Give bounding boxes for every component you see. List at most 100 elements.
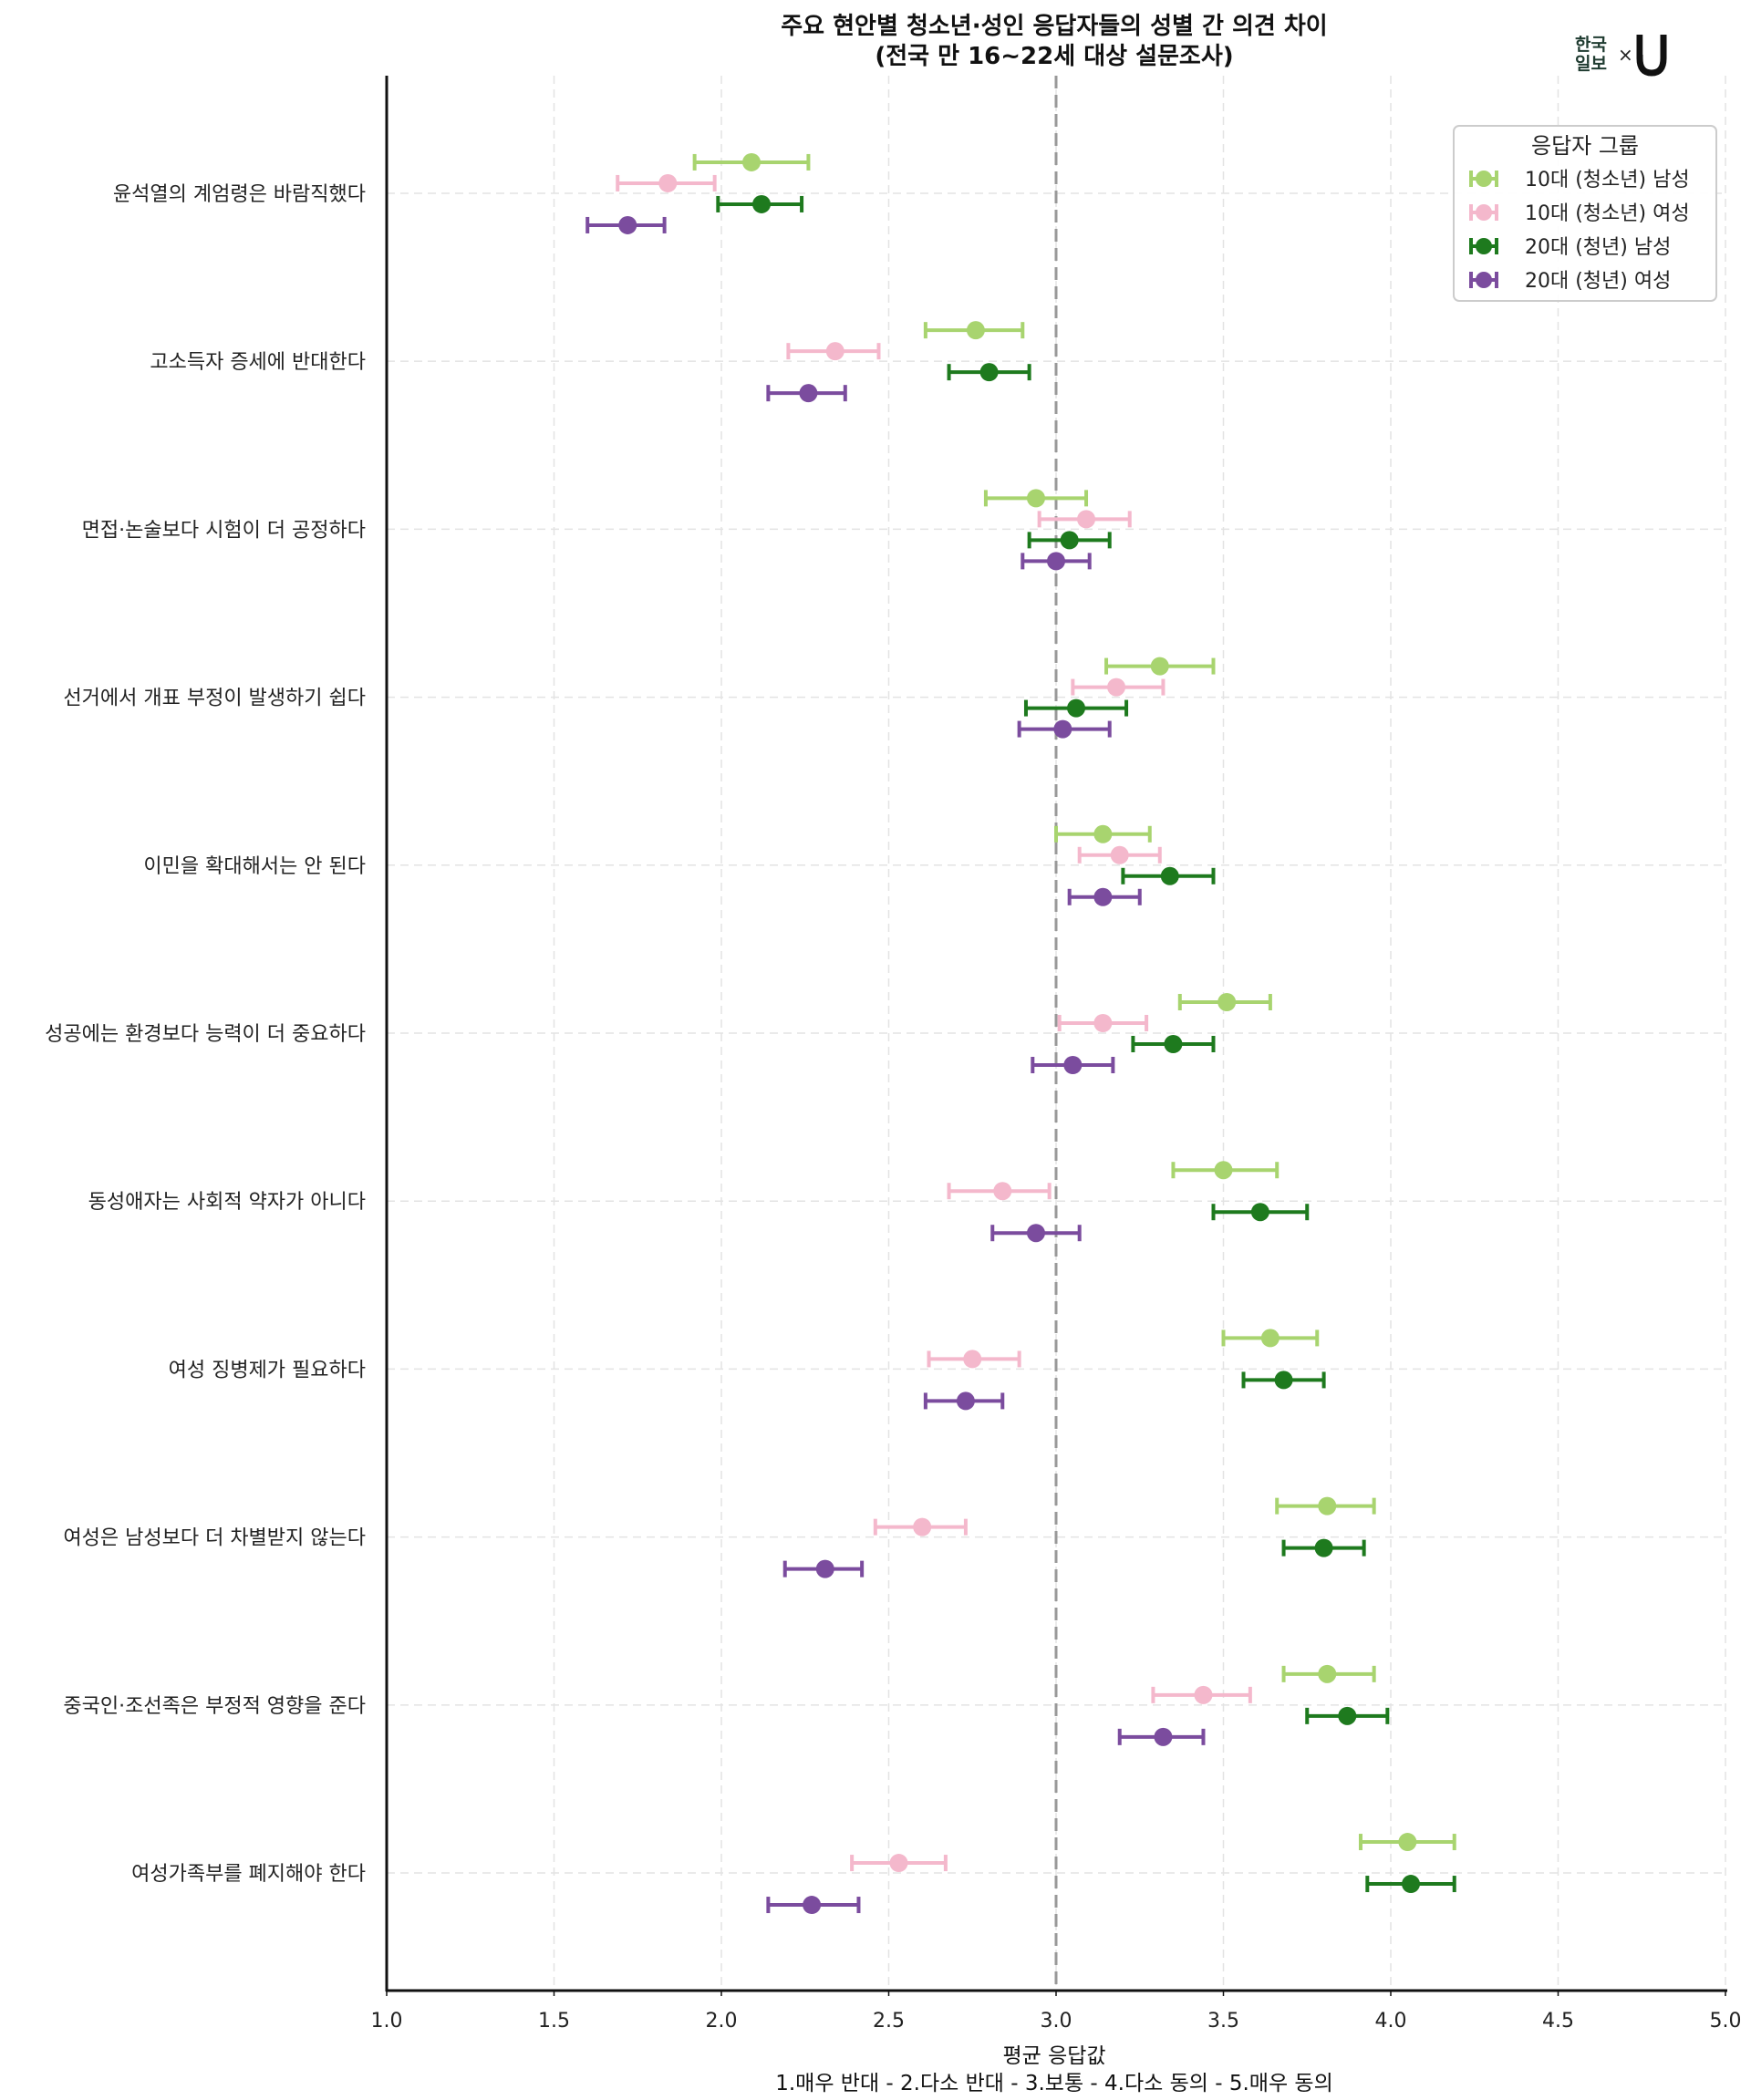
- category-label: 동성애자는 사회적 약자가 아니다: [88, 1191, 366, 1214]
- data-point: [1093, 1014, 1113, 1032]
- legend-marker-icon: [1469, 272, 1498, 288]
- category-label: 이민을 확대해서는 안 된다: [143, 855, 366, 878]
- x-axis-sublabel: 1.매우 반대 - 2.다소 반대 - 3.보통 - 4.다소 동의 - 5.매…: [775, 2072, 1333, 2095]
- data-point: [1217, 993, 1237, 1011]
- data-point: [1274, 1371, 1293, 1390]
- x-tick-label: 4.5: [1542, 2010, 1574, 2033]
- data-point: [1063, 1056, 1083, 1074]
- category-label: 여성은 남성보다 더 차별받지 않는다: [63, 1527, 366, 1550]
- category-label: 중국인·조선족은 부정적 영향을 준다: [63, 1695, 366, 1718]
- x-tick-label: 4.0: [1375, 2010, 1407, 2033]
- x-tick-label: 1.0: [371, 2010, 403, 2033]
- x-tick-label: 3.5: [1207, 2010, 1239, 2033]
- data-point: [1077, 510, 1096, 529]
- category-label: 윤석열의 계엄령은 바람직했다: [113, 183, 366, 206]
- partner-logo-icon: [1636, 33, 1667, 77]
- publisher-logo: 한국 일보 ×: [1575, 33, 1667, 77]
- legend-label: 10대 (청소년) 여성: [1525, 202, 1690, 225]
- data-point: [1110, 845, 1129, 864]
- data-point: [1260, 1329, 1280, 1348]
- legend-item: 10대 (청소년) 여성: [1469, 202, 1690, 225]
- category-label: 여성 징병제가 필요하다: [169, 1359, 366, 1381]
- data-point: [803, 1896, 822, 1915]
- x-tick-label: 5.0: [1710, 2010, 1742, 2033]
- legend-item: 20대 (청년) 여성: [1469, 270, 1671, 293]
- data-point: [1318, 1496, 1337, 1516]
- data-point: [979, 363, 999, 382]
- category-label: 여성가족부를 폐지해야 한다: [131, 1863, 366, 1886]
- data-point: [1067, 698, 1086, 718]
- legend-item: 20대 (청년) 남성: [1469, 236, 1671, 259]
- data-point: [1164, 1035, 1183, 1053]
- series-layer: [585, 152, 1456, 1915]
- series-2: [716, 194, 1456, 1894]
- data-point: [1250, 1203, 1269, 1222]
- legend-marker-icon: [1469, 238, 1498, 254]
- logo-brand-line2: 일보: [1575, 54, 1607, 74]
- data-point: [1214, 1161, 1233, 1180]
- legend-marker-icon: [1469, 171, 1498, 187]
- legend-item: 10대 (청소년) 남성: [1469, 169, 1690, 191]
- data-point: [889, 1854, 908, 1873]
- x-tick-labels: 1.0 1.5 2.0 2.5 3.0 3.5 4.0 4.5 5.0: [371, 1991, 1742, 2033]
- logo-brand-line1: 한국: [1575, 35, 1607, 55]
- data-point: [799, 384, 818, 403]
- x-axis-label: 평균 응답값: [1002, 2044, 1105, 2068]
- legend-box: [1453, 125, 1717, 302]
- data-point: [1047, 552, 1065, 571]
- x-tick-label: 3.0: [1041, 2010, 1072, 2033]
- x-tick-label: 2.5: [873, 2010, 905, 2033]
- data-point: [752, 194, 772, 213]
- data-point: [1194, 1685, 1213, 1704]
- x-tick-label: 2.0: [706, 2010, 738, 2033]
- category-label: 면접·논술보다 시험이 더 공정하다: [82, 519, 366, 542]
- legend-label: 20대 (청년) 남성: [1525, 236, 1671, 259]
- data-point: [993, 1182, 1012, 1201]
- chart-subtitle: (전국 만 16~22세 대상 설문조사): [875, 43, 1233, 70]
- data-point: [966, 321, 985, 340]
- data-point: [825, 342, 844, 361]
- legend-title: 응답자 그룹: [1531, 133, 1639, 159]
- data-point: [1107, 678, 1126, 697]
- legend-marker-dot: [1476, 272, 1492, 288]
- data-point: [1318, 1664, 1337, 1683]
- data-point: [1093, 824, 1113, 843]
- logo-separator: ×: [1618, 44, 1633, 66]
- data-point: [618, 215, 637, 234]
- data-point: [1338, 1706, 1357, 1725]
- series-0: [692, 152, 1456, 1852]
- category-label: 선거에서 개표 부정이 발생하기 쉽다: [63, 688, 366, 710]
- data-point: [742, 152, 762, 171]
- legend-label: 20대 (청년) 여성: [1525, 270, 1671, 293]
- series-3: [585, 215, 1206, 1915]
- data-point: [1053, 719, 1072, 739]
- data-point: [1026, 489, 1045, 508]
- data-point: [658, 173, 678, 192]
- data-point: [1160, 866, 1179, 885]
- data-point: [1154, 1727, 1173, 1746]
- legend-marker-dot: [1476, 171, 1492, 187]
- data-point: [963, 1350, 982, 1369]
- legend: 응답자 그룹 10대 (청소년) 남성 10대 (청소년) 여성 20대 (청년) …: [1453, 125, 1717, 302]
- data-point: [815, 1559, 834, 1578]
- series-1: [616, 173, 1252, 1873]
- data-point: [1150, 657, 1169, 676]
- data-point: [1402, 1875, 1421, 1894]
- data-point: [956, 1391, 975, 1411]
- category-label: 고소득자 증세에 반대한다: [150, 351, 366, 374]
- data-point: [1060, 531, 1079, 550]
- data-point: [1398, 1833, 1417, 1852]
- data-point: [1314, 1538, 1333, 1557]
- x-tick-label: 1.5: [538, 2010, 570, 2033]
- legend-marker-dot: [1476, 204, 1492, 221]
- data-point: [1026, 1224, 1045, 1243]
- legend-marker-icon: [1469, 204, 1498, 221]
- legend-label: 10대 (청소년) 남성: [1525, 169, 1690, 191]
- legend-marker-dot: [1476, 238, 1492, 254]
- data-point: [1093, 887, 1113, 906]
- data-point: [913, 1517, 932, 1536]
- chart-title: 주요 현안별 청소년·성인 응답자들의 성별 간 의견 차이: [781, 13, 1327, 40]
- category-label: 성공에는 환경보다 능력이 더 중요하다: [45, 1023, 366, 1046]
